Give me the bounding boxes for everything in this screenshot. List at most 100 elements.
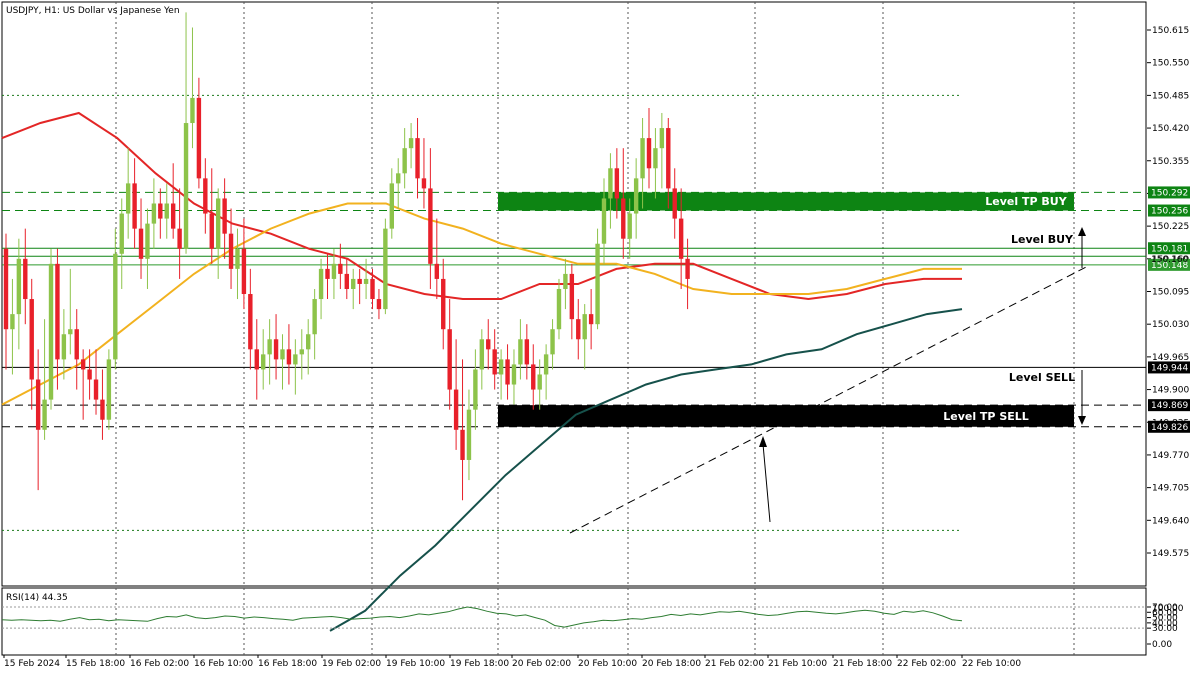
time-tick-label: 21 Feb 02:00 [705,659,764,669]
candle-body [344,273,349,289]
trendline [569,264,1091,534]
time-tick-label: 16 Feb 02:00 [130,659,189,669]
candle [363,258,369,300]
candle [646,107,652,189]
time-tick-label: 20 Feb 10:00 [578,659,637,669]
candle [325,253,330,300]
candle-body [453,389,459,430]
candle [267,319,272,385]
candle-body [29,299,34,380]
candle [479,329,485,390]
arrow-head [759,436,767,447]
candle-body [614,168,620,199]
candle-body [93,379,99,400]
candle [453,339,459,450]
candle [48,248,54,410]
rsi-tick-label: 0.00 [1152,640,1172,650]
candle-body [325,268,330,279]
candle [498,349,504,400]
candle-body [550,329,555,355]
candle-body [466,409,472,460]
price-tag-label: 150.148 [1151,261,1188,271]
candle [563,258,568,310]
candle [183,12,189,254]
candle [408,123,414,169]
price-tag [1148,399,1190,412]
price-tag [1148,186,1190,199]
candle-body [119,213,124,254]
candle [119,198,124,289]
price-tag-partial: 150.160 [1151,255,1188,265]
candle-body [351,278,356,289]
main-plot-frame [1,1,1147,587]
zone-layer [498,192,1074,427]
candle-body [576,319,581,340]
candle [293,339,298,395]
price-tag-label: 150.181 [1151,244,1188,254]
candle [344,258,349,300]
candle-body [261,354,266,370]
rsi-tick-label: 40.00 [1152,619,1178,629]
candle-body [389,183,394,229]
candle [306,319,311,375]
time-tick-label: 22 Feb 10:00 [962,659,1021,669]
candle [170,163,176,239]
candle [23,228,28,325]
candle-body [318,268,324,300]
candle-body [370,278,375,300]
candle-body [441,278,446,330]
candle-body [183,123,189,249]
candle [678,188,684,289]
rsi-tick-label: 70.00 [1152,603,1178,613]
candle-body [479,339,485,370]
candle-body [331,263,337,279]
candle [396,158,401,209]
candle [537,359,542,410]
candle-body [363,278,369,284]
candle-body [338,263,343,274]
label-level-tp-buy: Level TP BUY [985,195,1067,208]
candle [524,324,530,380]
rsi-plot-frame [1,587,1147,656]
candle [209,168,214,264]
candle [447,299,452,410]
candle [582,304,587,370]
candle [627,198,632,259]
price-tick-label: 149.705 [1152,484,1189,494]
candle-body [492,349,497,375]
candle-body [3,248,9,330]
ma-teal [329,308,963,632]
candle [376,288,382,320]
candle [473,349,478,430]
candle [190,27,195,149]
candle-body [473,369,478,410]
candle [672,168,677,239]
candle [248,268,253,370]
candle-body [293,354,298,365]
candle-body [402,148,407,174]
candle [466,389,472,481]
time-tick-label: 21 Feb 10:00 [768,659,827,669]
candle [241,218,247,310]
label-level-tp-sell: Level TP SELL [943,410,1029,423]
time-tick-label: 19 Feb 18:00 [450,659,509,669]
candle-body [254,349,259,370]
candle [16,238,22,350]
candle-body [569,273,575,320]
candle [608,153,613,229]
candle [576,299,581,360]
candle-body [376,299,382,310]
candle [203,158,208,234]
candle-body [222,198,227,234]
candle-body [434,263,440,279]
price-tick-label: 149.965 [1152,353,1189,363]
candle [100,369,105,440]
candles [3,12,690,501]
candle-body [306,334,311,350]
candle [215,188,221,279]
chart-title: USDJPY, H1: US Dollar vs Japanese Yen [6,6,180,16]
candle [595,228,600,330]
candle [653,128,658,199]
